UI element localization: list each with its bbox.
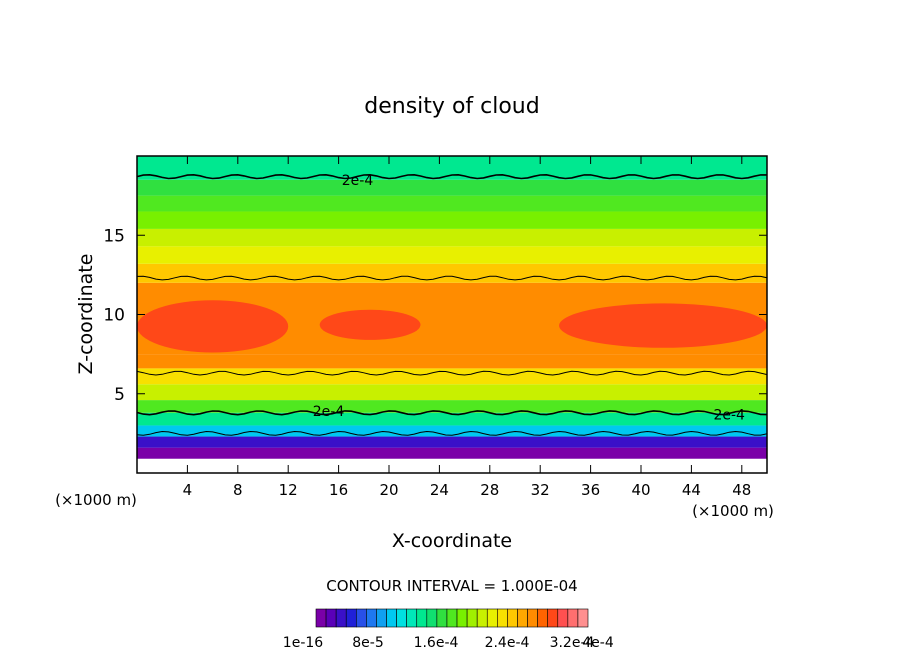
colorbar-cell — [476, 608, 488, 628]
colorbar-tick-label: 2.4e-4 — [485, 635, 530, 651]
colorbar-cell — [366, 608, 377, 628]
x-tick-label: 8 — [233, 481, 243, 499]
colorbar-cell — [376, 608, 387, 628]
colorbar — [315, 608, 589, 628]
colorbar-cell — [517, 608, 528, 628]
contour-line-1 — [136, 275, 768, 281]
core-region-0 — [137, 300, 289, 353]
y-tick-label: 5 — [114, 385, 125, 405]
x-unit-right: (×1000 m) — [692, 502, 774, 520]
colorbar-tick-label: 3.2e-4 — [550, 635, 595, 651]
colorbar-cell — [486, 608, 498, 628]
colorbar-labels: 1e-16 8e-5 1.6e-4 2.4e-4 3.2e-44e-4 — [283, 635, 614, 651]
contour-line-2 — [136, 370, 768, 376]
chart-title: density of cloud — [364, 94, 539, 119]
x-tick-label: 48 — [732, 481, 751, 499]
x-tick-label: 16 — [329, 481, 348, 499]
y-axis-label: Z-coordinate — [75, 254, 97, 375]
field-band-14 — [137, 179, 767, 196]
colorbar-cell — [325, 608, 337, 628]
colorbar-cell — [507, 608, 518, 628]
field-band-7 — [137, 354, 767, 369]
colorbar-cell — [537, 608, 549, 628]
core-regions — [137, 300, 767, 353]
colorbar-cell — [547, 608, 559, 628]
field-band-5 — [137, 384, 767, 401]
field-band-2 — [137, 425, 767, 437]
field-band-13 — [137, 195, 767, 212]
contour-label: 2e-4 — [713, 407, 745, 423]
colorbar-cell — [355, 608, 367, 628]
plot-area — [136, 155, 768, 474]
field-band-0 — [137, 447, 767, 459]
colorbar-cell — [557, 608, 569, 628]
colorbar-tick-label: 1.6e-4 — [414, 635, 459, 651]
x-tick-label: 24 — [430, 481, 449, 499]
colorbar-cell — [446, 608, 458, 628]
x-tick-label: 28 — [480, 481, 499, 499]
field-band-15 — [137, 156, 767, 180]
x-axis-label: X-coordinate — [392, 530, 512, 552]
colorbar-cell — [406, 608, 418, 628]
core-region-1 — [319, 309, 421, 340]
y-tick-label: 10 — [103, 306, 125, 326]
field-band-3 — [137, 412, 767, 426]
contour-line-4 — [136, 430, 768, 436]
x-unit-left: (×1000 m) — [55, 491, 137, 509]
contour-interval: CONTOUR INTERVAL = 1.000E-04 — [326, 577, 577, 595]
x-tick-label: 4 — [183, 481, 193, 499]
colorbar-cell — [396, 608, 407, 628]
x-tick-label: 32 — [531, 481, 550, 499]
y-tick-label: 15 — [103, 226, 125, 246]
field-band-6 — [137, 368, 767, 385]
contour-line-3 — [136, 410, 768, 416]
field-band-12 — [137, 211, 767, 229]
field-band-11 — [137, 228, 767, 247]
colorbar-tick-label: 8e-5 — [352, 635, 383, 651]
contour-lines — [136, 173, 768, 436]
field-band-4 — [137, 400, 767, 413]
field-band-1 — [137, 436, 767, 448]
colorbar-cell — [527, 608, 538, 628]
colorbar-cell — [416, 608, 428, 628]
colorbar-cell — [345, 608, 357, 628]
colorbar-tick-label: 4e-4 — [582, 635, 614, 651]
colorbar-cell — [315, 608, 327, 628]
colorbar-cell — [456, 608, 468, 628]
y-axis-ticks: 5 10 15 — [103, 226, 767, 405]
x-axis-ticks: 4 8 12 16 20 24 28 32 36 40 44 48 — [183, 156, 751, 499]
colorbar-cell — [335, 608, 347, 628]
field-band-9 — [137, 263, 767, 283]
x-tick-label: 36 — [581, 481, 600, 499]
x-tick-label: 40 — [631, 481, 650, 499]
core-region-2 — [559, 303, 767, 348]
colorbar-cell — [497, 608, 508, 628]
x-tick-label: 44 — [682, 481, 701, 499]
contour-labels: 2e-4 2e-4 2e-4 — [313, 173, 745, 424]
colorbar-tick-label: 1e-16 — [283, 635, 323, 651]
field-band-10 — [137, 246, 767, 264]
colorbar-cell — [386, 608, 397, 628]
colorbar-cell — [436, 608, 448, 628]
x-tick-label: 12 — [279, 481, 298, 499]
colorbar-cell — [466, 608, 478, 628]
colorbar-cell — [567, 608, 579, 628]
colorbar-cell — [426, 608, 438, 628]
contour-label: 2e-4 — [342, 173, 374, 189]
x-tick-label: 20 — [379, 481, 398, 499]
contour-label: 2e-4 — [313, 404, 345, 420]
colorbar-cell — [577, 608, 589, 628]
contour-line-0 — [136, 173, 767, 180]
